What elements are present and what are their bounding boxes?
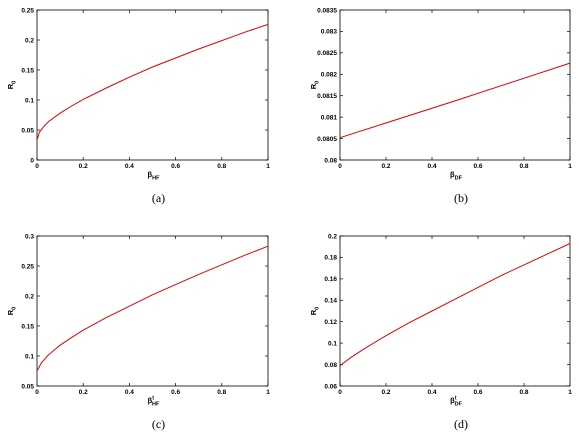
y-tick-label: 0.25	[21, 7, 34, 14]
x-tick-label: 0.8	[519, 389, 528, 396]
y-axis-label: R0	[309, 81, 321, 89]
y-tick-label: 0.15	[21, 323, 34, 330]
plot-frame	[339, 235, 571, 387]
x-tick-label: 0.4	[125, 389, 134, 396]
x-axis-subscript: HF	[152, 176, 160, 182]
series-line	[339, 62, 571, 139]
x-axis-subscript: HF	[152, 402, 160, 408]
x-tick-label: 0.2	[79, 163, 88, 170]
x-tick-label: 0.4	[125, 163, 134, 170]
x-tick-label: 1	[568, 163, 572, 170]
y-axis-subscript: 0	[315, 81, 321, 84]
y-tick-label: 0.05	[21, 383, 34, 390]
x-tick-label: 0.4	[427, 163, 436, 170]
y-tick-label: 0.2	[328, 233, 337, 240]
y-tick-label: 0.08	[324, 362, 337, 369]
y-axis-symbol: R	[6, 83, 15, 89]
x-axis-label: βDF	[450, 170, 463, 182]
x-axis-symbol: β	[450, 396, 455, 405]
y-tick-label: 0.0805	[317, 136, 337, 143]
x-axis-label: βHF	[148, 170, 161, 182]
y-axis-symbol: R	[309, 83, 318, 89]
x-tick-label: 1	[568, 389, 572, 396]
x-tick-label: 1	[266, 389, 270, 396]
y-axis-subscript: 0	[315, 307, 321, 310]
x-tick-label: 1	[266, 163, 270, 170]
x-axis-subscript: DF	[455, 402, 463, 408]
x-axis-superscript: t	[152, 396, 154, 402]
x-axis-subscript: DF	[455, 176, 463, 182]
y-tick-label: 0.0835	[317, 7, 337, 14]
x-axis-symbol: β	[148, 170, 153, 179]
y-axis-symbol: R	[309, 309, 318, 315]
x-tick-label: 0.4	[427, 389, 436, 396]
x-tick-label: 0.2	[381, 389, 390, 396]
series-line	[36, 245, 269, 372]
y-tick-label: 0.082	[321, 72, 338, 79]
x-tick-label: 0.6	[473, 389, 482, 396]
x-tick-label: 0.2	[381, 163, 390, 170]
x-axis-symbol: β	[148, 396, 153, 405]
y-tick-label: 0.083	[321, 29, 338, 36]
x-tick-label: 0	[35, 163, 39, 170]
x-tick-label: 0.6	[171, 389, 180, 396]
panel-caption: (c)	[152, 417, 165, 431]
x-axis-symbol: β	[450, 170, 455, 179]
series-line	[339, 243, 571, 367]
chart-d: 0 0.2 0.4 0.6 0.8 1 0.06 0.08 0.1 0.12 0.14 0.16 0.1…	[309, 233, 572, 431]
x-tick-label: 0	[35, 389, 39, 396]
x-axis-label: βt DF	[450, 396, 462, 408]
y-tick-label: 0.18	[324, 255, 337, 262]
y-tick-label: 0.2	[25, 293, 34, 300]
plot-frame	[339, 9, 571, 161]
x-tick-label: 0.6	[171, 163, 180, 170]
plot-frame	[36, 235, 269, 387]
x-tick-label: 0	[338, 163, 342, 170]
y-tick-label: 0.25	[21, 263, 34, 270]
y-tick-label: 0.16	[324, 276, 337, 283]
y-axis-label: R0	[309, 307, 321, 315]
panel-caption: (a)	[152, 191, 165, 205]
plot-frame	[36, 9, 269, 161]
y-tick-label: 0.0825	[317, 50, 337, 57]
series-line	[36, 23, 269, 141]
x-tick-label: 0.8	[217, 163, 226, 170]
y-tick-label: 0.05	[21, 127, 34, 134]
y-axis-subscript: 0	[12, 81, 18, 84]
x-tick-label: 0.8	[519, 163, 528, 170]
chart-c: 0 0.2 0.4 0.6 0.8 1 0.05 0.1 0.15 0.2 0.25 0.3 βt HF R…	[6, 233, 270, 431]
y-tick-label: 0.0815	[317, 93, 337, 100]
y-axis-label: R0	[6, 81, 18, 89]
y-tick-label: 0.08	[324, 157, 337, 164]
x-axis-label: βt HF	[148, 396, 160, 408]
y-tick-label: 0.12	[324, 319, 337, 326]
y-axis-subscript: 0	[12, 307, 18, 310]
panel-caption: (b)	[454, 191, 468, 205]
y-tick-label: 0	[30, 157, 34, 164]
y-axis-symbol: R	[6, 309, 15, 315]
x-axis-superscript: t	[455, 396, 457, 402]
y-tick-label: 0.14	[324, 298, 337, 305]
y-tick-label: 0.1	[25, 97, 34, 104]
y-tick-label: 0.15	[21, 67, 34, 74]
x-tick-label: 0.8	[217, 389, 226, 396]
y-tick-label: 0.06	[324, 383, 337, 390]
y-tick-label: 0.2	[25, 37, 34, 44]
x-tick-label: 0.2	[79, 389, 88, 396]
y-axis-label: R0	[6, 307, 18, 315]
y-tick-label: 0.1	[25, 353, 34, 360]
y-tick-label: 0.3	[25, 233, 34, 240]
chart-b: 0 0.2 0.4 0.6 0.8 1 0.08 0.0805 0.081 0.0815 0.082…	[309, 7, 572, 205]
x-tick-label: 0.6	[473, 163, 482, 170]
y-tick-label: 0.1	[328, 340, 337, 347]
panel-caption: (d)	[454, 417, 468, 431]
chart-a: 0 0.2 0.4 0.6 0.8 100.050.10.150.20.25βHFR0(a…	[6, 7, 270, 205]
x-tick-label: 0	[338, 389, 342, 396]
y-tick-label: 0.081	[321, 114, 338, 121]
